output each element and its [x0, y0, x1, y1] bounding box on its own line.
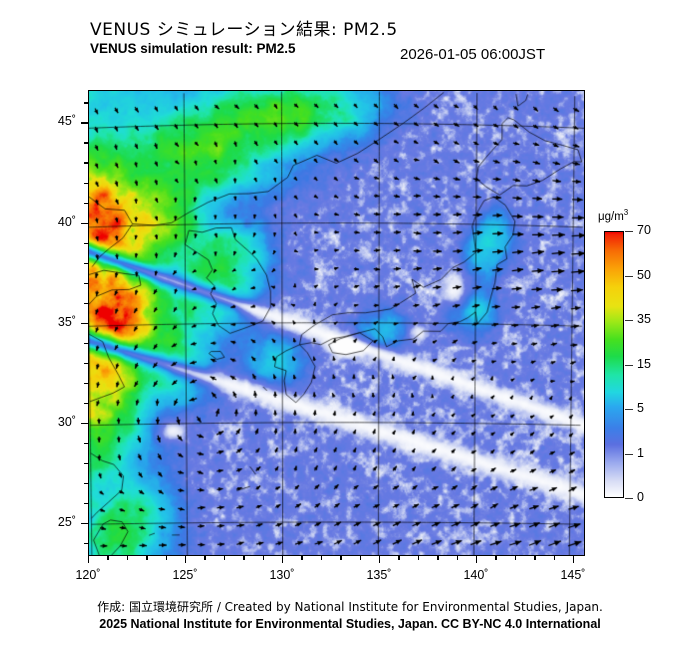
x-axis-minor-tick — [417, 556, 420, 560]
y-axis-minor-tick — [84, 302, 88, 305]
y-axis-minor-tick — [84, 402, 88, 405]
license-line: 2025 National Institute for Environmenta… — [99, 617, 601, 631]
x-axis-minor-tick — [340, 556, 342, 560]
x-axis-tick — [88, 556, 90, 563]
x-axis-minor-tick — [301, 556, 303, 560]
y-axis-tick — [81, 122, 88, 124]
y-axis-minor-tick — [84, 542, 88, 545]
y-axis-label: 30˚ — [57, 414, 76, 429]
colorbar-tick — [625, 453, 633, 455]
y-axis-label: 40˚ — [57, 214, 76, 229]
colorbar-unit-text: μg/m — [598, 210, 624, 223]
x-axis-label: 120˚ — [75, 568, 101, 582]
y-axis-minor-tick — [84, 182, 88, 184]
colorbar-label: 70 — [637, 223, 651, 237]
x-axis-label: 135˚ — [366, 568, 392, 582]
x-axis-label: 140˚ — [463, 568, 489, 582]
page-title-japanese: VENUS シミュレーション結果: PM2.5 — [90, 20, 398, 40]
x-axis-minor-tick — [398, 556, 400, 560]
x-axis-minor-tick — [320, 556, 323, 560]
y-axis-label: 25˚ — [57, 514, 76, 529]
x-axis-label: 145˚ — [560, 568, 586, 582]
x-axis-minor-tick — [223, 556, 226, 560]
y-axis-minor-tick — [84, 142, 88, 144]
colorbar-tick — [625, 231, 633, 233]
x-axis-minor-tick — [359, 556, 361, 560]
colorbar-label: 5 — [637, 401, 644, 415]
x-axis-minor-tick — [126, 556, 129, 560]
y-axis-minor-tick — [84, 102, 88, 104]
y-axis-tick — [81, 522, 88, 525]
x-axis-minor-tick — [262, 556, 264, 560]
x-axis-minor-tick — [165, 556, 167, 560]
x-axis-minor-tick — [243, 556, 245, 560]
x-axis-tick — [378, 556, 381, 563]
y-axis-minor-tick — [84, 242, 88, 244]
colorbar-label: 0 — [637, 490, 644, 504]
x-axis-minor-tick — [514, 556, 517, 560]
y-axis-minor-tick — [84, 442, 88, 445]
timestamp-label: 2026-01-05 06:00JST — [400, 46, 546, 63]
x-axis-tick — [572, 556, 575, 563]
colorbar-tick — [625, 498, 633, 500]
map-plot-area — [88, 90, 585, 556]
x-axis-label: 125˚ — [172, 568, 198, 582]
colorbar — [604, 231, 624, 498]
x-axis-tick — [184, 556, 187, 563]
x-axis-minor-tick — [146, 556, 148, 560]
x-axis-tick — [475, 556, 478, 563]
y-axis-minor-tick — [84, 382, 88, 385]
page-title-english: VENUS simulation result: PM2.5 — [90, 41, 296, 56]
x-axis-minor-tick — [204, 556, 206, 560]
colorbar-tick — [625, 320, 633, 322]
pm25-concentration-map — [89, 91, 584, 555]
credit-line: 作成: 国立環境研究所 / Created by National Instit… — [97, 600, 603, 614]
colorbar-label: 35 — [637, 312, 651, 326]
x-axis-tick — [281, 556, 284, 563]
x-axis-minor-tick — [534, 556, 536, 560]
license-line-clip: 2025 National Institute for Environmenta… — [0, 613, 700, 637]
y-axis-minor-tick — [84, 262, 88, 264]
y-axis-label: 35˚ — [57, 314, 76, 329]
colorbar-tick — [625, 409, 633, 411]
y-axis-tick — [81, 222, 88, 224]
colorbar-label: 15 — [637, 356, 651, 371]
x-axis-minor-tick — [107, 556, 109, 560]
colorbar-unit-exponent: 3 — [623, 208, 629, 217]
x-axis-minor-tick — [553, 556, 555, 560]
y-axis-minor-tick — [84, 462, 88, 465]
y-axis-minor-tick — [84, 162, 88, 164]
y-axis-label: 45˚ — [57, 114, 76, 129]
y-axis-minor-tick — [84, 502, 88, 505]
colorbar-label: 50 — [637, 267, 651, 282]
y-axis-minor-tick — [84, 202, 88, 204]
x-axis-minor-tick — [495, 556, 497, 560]
y-axis-minor-tick — [84, 342, 88, 345]
y-axis-minor-tick — [84, 362, 88, 365]
x-axis-minor-tick — [456, 556, 458, 560]
colorbar-gradient — [604, 231, 624, 498]
y-axis-minor-tick — [84, 282, 88, 285]
y-axis-tick — [81, 322, 88, 325]
colorbar-unit-label: μg/m3 — [598, 208, 628, 223]
x-axis-label: 130˚ — [269, 568, 295, 582]
colorbar-tick — [625, 364, 633, 366]
y-axis-tick — [81, 422, 88, 425]
y-axis-minor-tick — [84, 482, 88, 485]
colorbar-label: 1 — [637, 445, 644, 460]
x-axis-minor-tick — [437, 556, 439, 560]
colorbar-tick — [625, 275, 633, 277]
